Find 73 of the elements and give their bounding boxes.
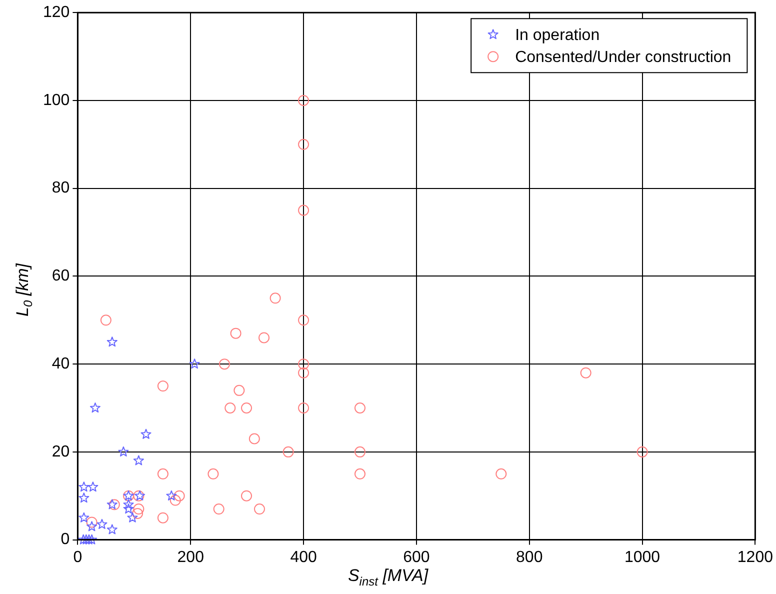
point: [298, 204, 310, 216]
point: [166, 490, 177, 500]
point: [234, 384, 245, 396]
point: [230, 328, 242, 339]
point: [298, 402, 310, 414]
legend-label: Consented/Under construction: [515, 49, 732, 66]
point: [118, 446, 129, 456]
point: [88, 482, 98, 492]
x-tick-label: 600: [403, 548, 430, 566]
point: [258, 332, 270, 344]
point: [270, 292, 281, 304]
x-tick-label: 800: [516, 548, 543, 566]
point: [354, 468, 366, 480]
point: [254, 504, 265, 515]
point: [86, 534, 98, 544]
point: [174, 490, 185, 502]
x-tick-label: 1200: [737, 548, 774, 566]
point: [298, 138, 310, 150]
y-tick-label: 20: [52, 443, 70, 460]
point: [298, 94, 310, 106]
y-tick-label: 40: [52, 355, 70, 372]
point: [106, 499, 118, 510]
point: [496, 468, 507, 480]
point: [90, 402, 100, 413]
point: [298, 314, 310, 326]
legend-label: In operation: [515, 27, 600, 44]
point: [100, 314, 112, 326]
point: [241, 402, 252, 414]
point: [208, 468, 219, 480]
point: [189, 358, 200, 369]
point: [157, 468, 168, 480]
point: [106, 524, 118, 534]
point: [170, 494, 181, 506]
x-tick-label: 400: [290, 548, 317, 566]
point: [248, 433, 260, 444]
point: [78, 482, 90, 492]
y-tick-label: 80: [52, 180, 70, 197]
point: [354, 402, 366, 414]
point: [354, 446, 366, 458]
point: [140, 428, 152, 439]
point: [298, 358, 310, 370]
point: [86, 521, 98, 532]
point: [218, 358, 230, 370]
point: [213, 504, 224, 515]
point: [157, 380, 168, 392]
x-tick-label: 0: [73, 548, 82, 566]
point: [133, 455, 144, 466]
point: [636, 446, 648, 458]
point: [123, 499, 134, 510]
point: [298, 367, 310, 378]
point: [78, 492, 90, 503]
x-tick-label: 200: [177, 548, 204, 566]
x-tick-label: 1000: [624, 548, 660, 566]
point: [133, 504, 144, 515]
point: [108, 499, 120, 510]
point: [86, 516, 98, 528]
point: [580, 367, 592, 378]
point: [123, 504, 134, 514]
point: [127, 512, 138, 522]
point: [78, 512, 90, 522]
point: [78, 534, 89, 544]
y-tick-label: 0: [60, 531, 70, 548]
point: [132, 508, 144, 519]
point: [96, 518, 108, 529]
point: [157, 512, 168, 524]
point: [106, 336, 118, 347]
point: [224, 402, 236, 414]
y-tick-label: 60: [52, 268, 70, 285]
y-tick-label: 100: [42, 92, 70, 109]
x-axis-title: S$_{inst}$ [MVA]: [346, 566, 430, 588]
point: [241, 490, 252, 502]
y-tick-label: 120: [42, 4, 70, 22]
point: [282, 446, 294, 458]
